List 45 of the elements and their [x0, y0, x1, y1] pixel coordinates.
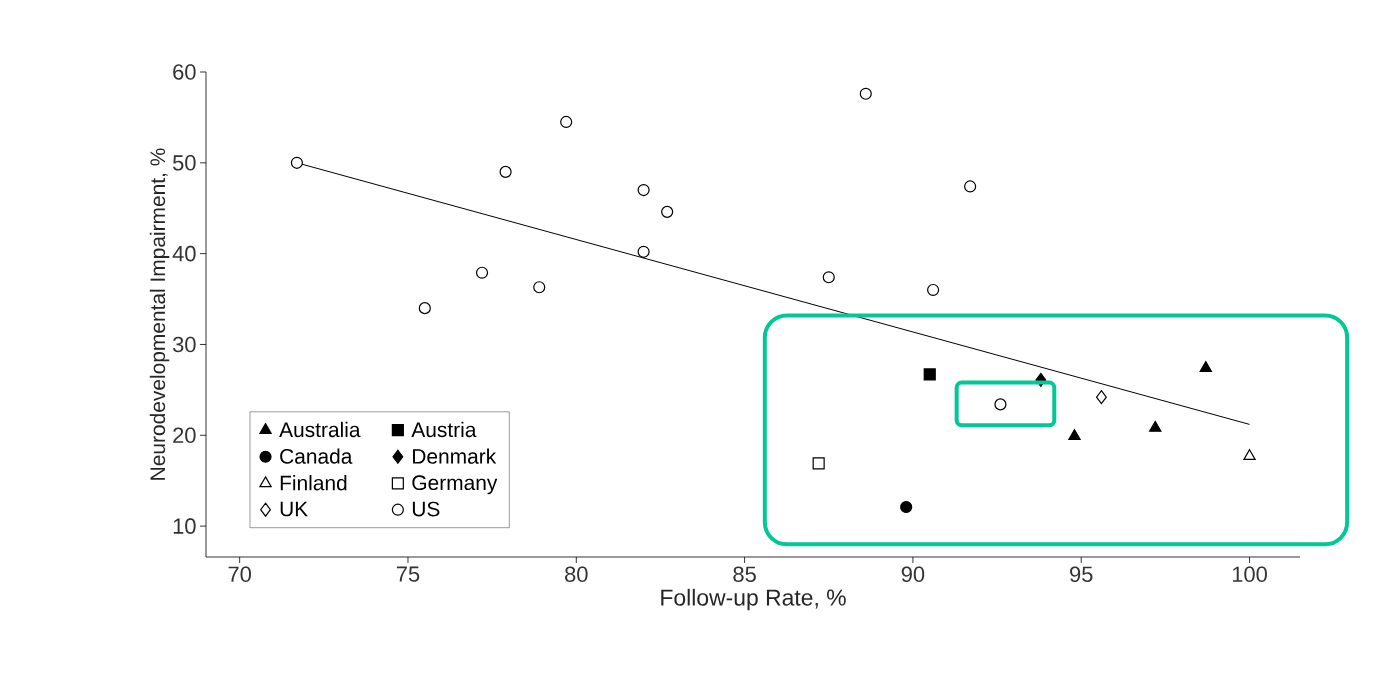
x-tick-label: 95: [1070, 566, 1093, 583]
point: [1149, 420, 1162, 432]
x-tick-label: 85: [733, 566, 756, 583]
point: [994, 398, 1007, 411]
point: [1095, 390, 1107, 405]
point: [859, 87, 872, 100]
point: [1068, 429, 1081, 441]
point: [533, 281, 546, 294]
legend-label: Austria: [411, 421, 477, 438]
y-tick-label: 30: [172, 336, 196, 353]
x-axis-title: Follow-up Rate, %: [661, 588, 846, 611]
x-tick-label: 90: [901, 566, 925, 583]
y-axis-title: Neurodevelopmental Impairment, %: [149, 148, 170, 480]
x-tick-label: 75: [396, 566, 420, 582]
legend-label: Australia: [279, 421, 361, 438]
y-tick-label: 10: [173, 518, 196, 534]
legend-label: US: [412, 501, 440, 517]
point: [661, 205, 674, 218]
point: [822, 271, 835, 284]
point: [560, 115, 573, 129]
legend-label: Denmark: [413, 448, 497, 464]
y-tick-label: 40: [172, 245, 196, 262]
point: [900, 500, 913, 514]
legend-label: UK: [280, 501, 308, 517]
point: [475, 266, 489, 279]
y-tick-label: 50: [173, 155, 196, 171]
point: [418, 302, 431, 315]
point: [1199, 361, 1212, 372]
point: [1243, 449, 1256, 461]
point: [637, 183, 650, 197]
x-tick-label: 70: [228, 566, 251, 583]
point: [637, 245, 650, 258]
legend-label: Canada: [280, 448, 353, 464]
point: [923, 368, 936, 381]
point: [290, 156, 303, 169]
legend-label: Finland: [280, 475, 347, 491]
legend-label: Germany: [412, 475, 498, 495]
y-tick-label: 60: [173, 64, 196, 80]
x-tick-label: 100: [1232, 566, 1267, 583]
y-tick-label: 20: [173, 427, 196, 444]
point: [927, 283, 940, 297]
point: [964, 180, 977, 193]
x-tick-label: 80: [565, 566, 588, 583]
point: [499, 165, 512, 178]
point: [812, 457, 825, 470]
